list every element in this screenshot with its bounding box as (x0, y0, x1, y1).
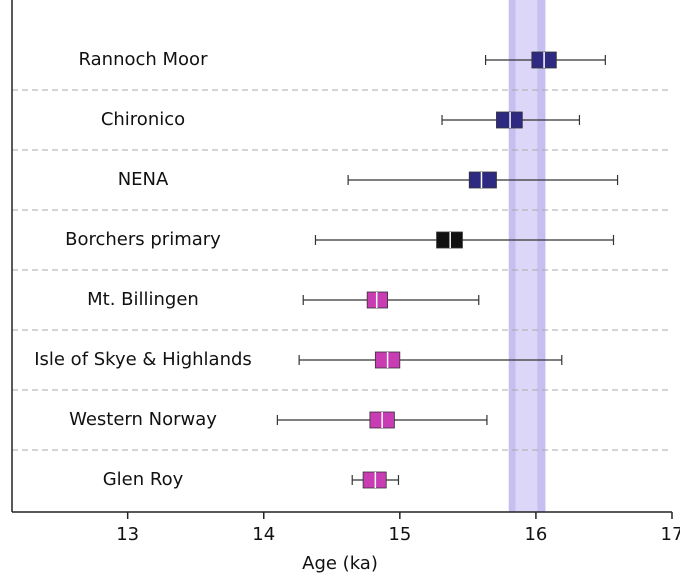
x-tick-label: 16 (524, 524, 547, 545)
x-axis-label: Age (ka) (302, 553, 378, 574)
category-label: Mt. Billingen (87, 289, 199, 310)
x-tick-label: 13 (116, 524, 139, 545)
category-label: Isle of Skye & Highlands (34, 349, 252, 370)
x-tick-label: 14 (252, 524, 275, 545)
x-tick-label: 17 (661, 524, 680, 545)
category-label: Western Norway (69, 409, 217, 430)
x-tick-label: 15 (388, 524, 411, 545)
reference-band-inner (515, 0, 538, 512)
category-label: Rannoch Moor (79, 49, 209, 70)
category-label: Borchers primary (65, 229, 221, 250)
category-label: Glen Roy (103, 469, 184, 490)
box (468, 171, 497, 189)
category-label: Chironico (101, 109, 185, 130)
category-label: NENA (118, 169, 169, 190)
